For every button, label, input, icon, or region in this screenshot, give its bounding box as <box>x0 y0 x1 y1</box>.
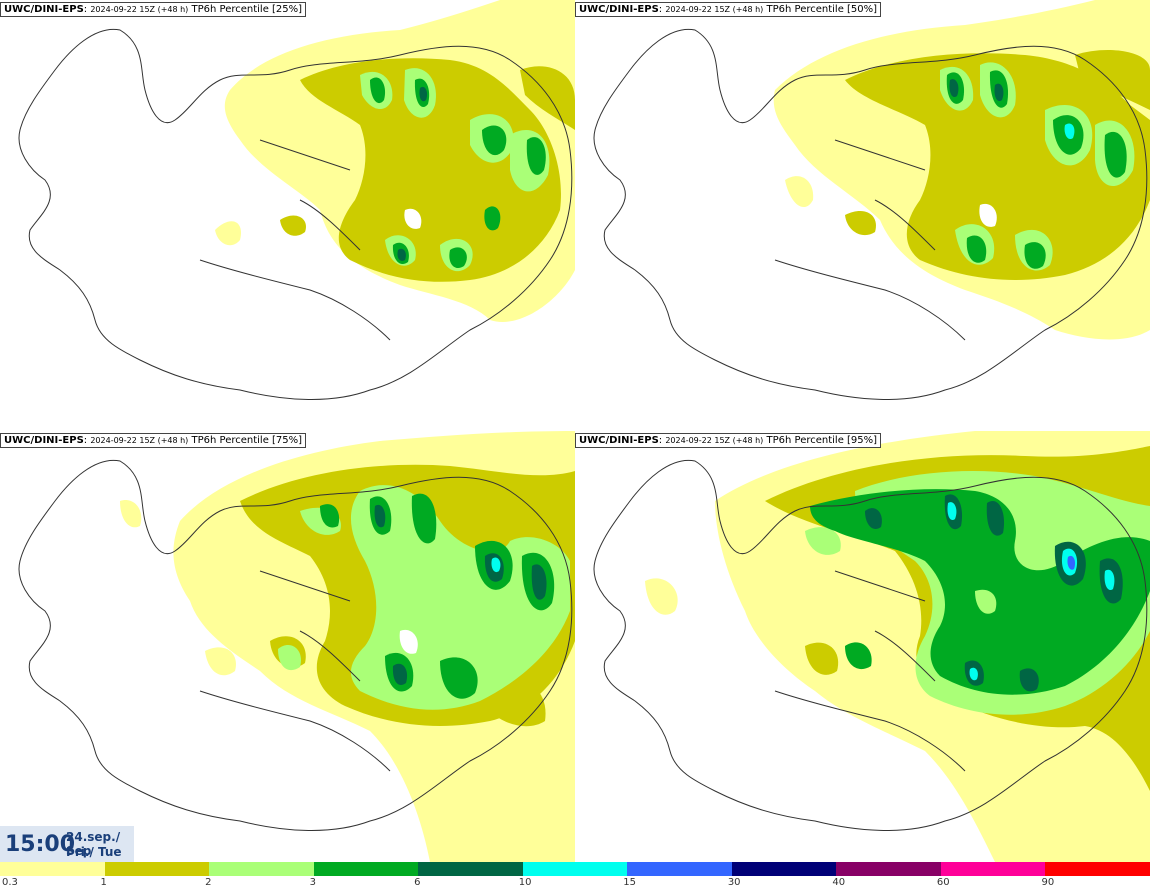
legend-swatch <box>836 862 942 876</box>
legend-swatch <box>209 862 315 876</box>
panel-title: UWC/DINI-EPS: 2024-09-22 15Z (+48 h) TP6… <box>575 2 882 17</box>
precip-map <box>593 0 1150 400</box>
legend-swatch <box>731 862 837 876</box>
precip-map <box>593 431 1150 862</box>
panel-title: UWC/DINI-EPS: 2024-09-22 15Z (+48 h) TP6… <box>0 433 307 448</box>
panel-title: UWC/DINI-EPS: 2024-09-22 15Z (+48 h) TP6… <box>0 2 307 17</box>
map-panel-p50: UWC/DINI-EPS: 2024-09-22 15Z (+48 h) TP6… <box>575 0 1150 431</box>
legend-swatch <box>940 862 1046 876</box>
legend-swatch <box>1045 862 1150 876</box>
legend-tick-label: 3 <box>309 877 316 888</box>
precip-map <box>18 0 575 400</box>
legend-swatch <box>522 862 628 876</box>
panel-title: UWC/DINI-EPS: 2024-09-22 15Z (+48 h) TP6… <box>575 433 882 448</box>
valid-date: 24.sep./ Sep <box>66 830 121 858</box>
precip-shading <box>120 431 575 862</box>
legend-tick-label: 2 <box>205 877 212 888</box>
legend-tick-label: 0.3 <box>2 877 18 888</box>
legend-tick-label: 90 <box>1041 877 1055 888</box>
precip-shading <box>215 0 575 322</box>
legend-tick-label: 60 <box>936 877 950 888</box>
map-panel-p75: UWC/DINI-EPS: 2024-09-22 15Z (+48 h) TP6… <box>0 431 575 862</box>
precip-shading <box>645 431 1150 862</box>
legend-swatch <box>104 862 210 876</box>
legend-tick-label: 40 <box>832 877 846 888</box>
legend-tick-label: 30 <box>727 877 741 888</box>
legend-tick-label: 15 <box>623 877 636 888</box>
legend-tick-label: 1 <box>100 877 107 888</box>
legend-swatch <box>313 862 419 876</box>
iceland-coastline <box>593 459 1148 831</box>
iceland-coastline <box>18 459 573 831</box>
valid-weekday: Þri./ Tue <box>66 845 122 859</box>
legend-tick-label: 6 <box>414 877 421 888</box>
iceland-coastline <box>593 28 1148 400</box>
legend-tick-label: 10 <box>518 877 532 888</box>
precip-map <box>18 431 575 862</box>
legend-swatch <box>418 862 524 876</box>
precip-legend: 0.3 1 2 3 6 10 15 30 40 60 90 <box>0 862 1150 891</box>
legend-swatch <box>627 862 733 876</box>
valid-hour: 15:00 <box>5 832 76 857</box>
map-panel-p25: UWC/DINI-EPS: 2024-09-22 15Z (+48 h) TP6… <box>0 0 575 431</box>
map-panel-p95: UWC/DINI-EPS: 2024-09-22 15Z (+48 h) TP6… <box>575 431 1150 862</box>
valid-time-box: 15:00 24.sep./ Sep Þri./ Tue <box>0 826 134 862</box>
iceland-coastline <box>18 28 573 400</box>
precip-shading <box>773 0 1150 340</box>
legend-swatch <box>0 862 105 876</box>
